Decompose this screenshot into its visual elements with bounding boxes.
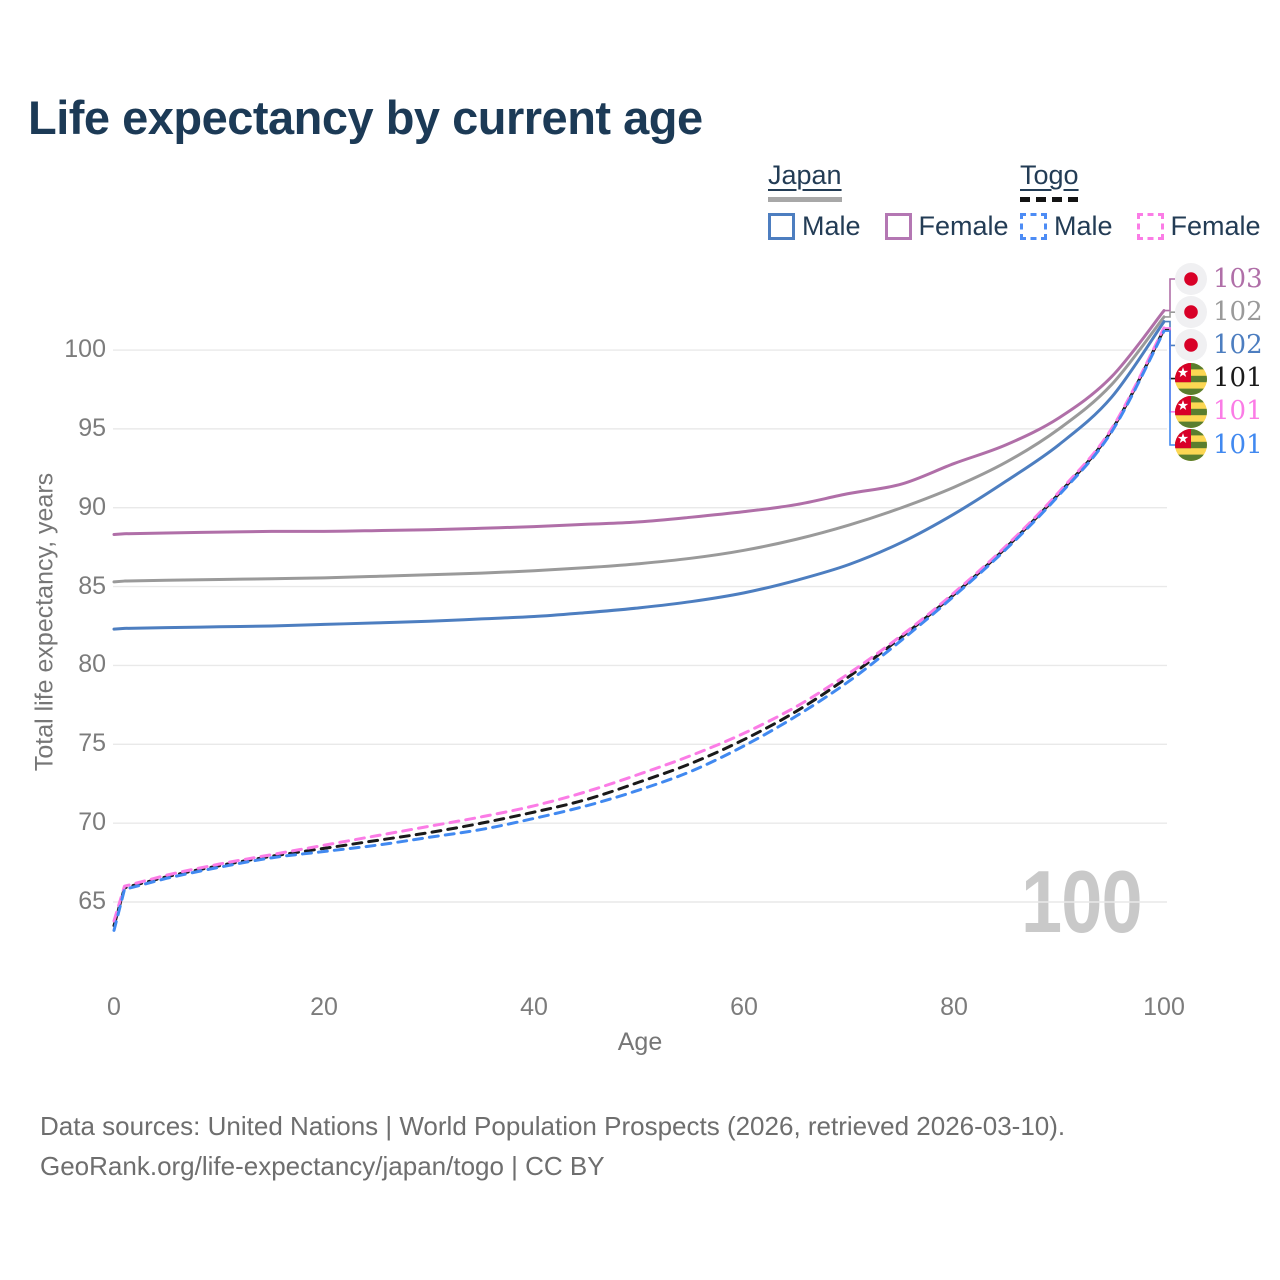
series-line-togo-both-sexes (112, 328, 1166, 928)
japan-male-swatch-icon[interactable] (768, 213, 795, 240)
japan-female-swatch-icon[interactable] (884, 213, 912, 240)
x-tick-label-100: 100 (1143, 993, 1185, 1021)
x-tick-label-20: 20 (310, 993, 338, 1021)
legend-country-togo[interactable]: Togo (1020, 160, 1079, 202)
japan-flag-icon (1175, 263, 1207, 295)
age-counter-watermark: 100 (1021, 852, 1143, 951)
y-tick-label-80: 80 (78, 650, 106, 679)
end-label-row-japan-both-sexes: 102 (1175, 296, 1263, 329)
footer: Data sources: United Nations | World Pop… (40, 1106, 1065, 1186)
leader-line-japan-male (1164, 320, 1175, 347)
end-label-row-japan-male: 102 (1175, 329, 1263, 362)
y-tick-label-70: 70 (78, 808, 106, 837)
end-value-togo-both-sexes: 101 (1213, 363, 1263, 394)
legend-country-japan[interactable]: Japan (768, 160, 842, 202)
end-label-row-togo-both-sexes: 101 (1175, 362, 1263, 395)
legend-items-togo: Male Female (1020, 211, 1280, 242)
end-value-togo-male: 101 (1213, 429, 1263, 460)
japan-flag-icon (1175, 296, 1207, 329)
togo-flag-icon (1175, 395, 1207, 428)
leader-line-togo-male (1164, 330, 1175, 446)
legend-item-japan-male-label: Male (802, 211, 861, 241)
y-tick-label-95: 95 (78, 413, 106, 442)
x-tick-label-80: 80 (940, 993, 968, 1021)
leader-line-japan-both-sexes (1164, 311, 1175, 318)
end-value-japan-both-sexes: 102 (1213, 296, 1263, 327)
legend-items-japan: Male Female (768, 211, 1033, 242)
y-tick-label-75: 75 (78, 729, 106, 758)
footer-data-sources: Data sources: United Nations | World Pop… (40, 1111, 1066, 1141)
x-axis-title: Age (617, 1028, 663, 1056)
x-tick-label-40: 40 (520, 993, 548, 1021)
legend-item-togo-male[interactable]: Male (1020, 211, 1113, 242)
leader-line-togo-female (1164, 327, 1175, 413)
togo-male-swatch-icon[interactable] (1020, 213, 1047, 240)
japan-line-style-swatch (768, 197, 842, 202)
legend-item-japan-female[interactable]: Female (884, 211, 1009, 242)
y-axis-title: Total life expectancy, years (30, 472, 59, 772)
japan-flag-icon (1175, 329, 1207, 362)
togo-flag-icon (1175, 362, 1207, 395)
series-line-togo-male (112, 329, 1166, 932)
legend-country-japan-label[interactable]: Japan (768, 160, 842, 190)
end-label-row-japan-female: 103 (1175, 263, 1263, 296)
legend-item-togo-female-label: Female (1170, 211, 1261, 241)
end-label-row-togo-male: 101 (1175, 429, 1263, 462)
y-tick-label-65: 65 (78, 887, 106, 915)
togo-female-swatch-icon[interactable] (1136, 213, 1164, 240)
leader-line-japan-female (1164, 278, 1175, 312)
x-tick-label-0: 0 (107, 993, 121, 1021)
legend-item-togo-female[interactable]: Female (1136, 211, 1261, 242)
legend-group-japan: Japan Male Female (768, 160, 1033, 242)
series-line-japan-female (112, 309, 1166, 537)
legend-item-togo-male-label: Male (1054, 211, 1113, 241)
togo-flag-icon (1175, 429, 1207, 461)
legend-item-japan-male[interactable]: Male (768, 211, 861, 242)
footer-attribution: GeoRank.org/life-expectancy/japan/togo |… (40, 1151, 605, 1181)
end-value-togo-female: 101 (1213, 396, 1263, 427)
end-value-japan-male: 102 (1213, 329, 1263, 360)
end-label-row-togo-female: 101 (1175, 395, 1263, 428)
legend-country-togo-label[interactable]: Togo (1020, 160, 1079, 190)
series-line-japan-both-sexes (112, 315, 1166, 584)
series-line-togo-female (112, 326, 1166, 923)
series-line-japan-male (112, 320, 1166, 631)
legend-item-japan-female-label: Female (918, 211, 1009, 241)
legend-group-togo: Togo Male Female (1020, 160, 1280, 242)
leader-line-togo-both-sexes (1164, 328, 1175, 380)
togo-line-style-swatch (1020, 197, 1079, 202)
x-tick-label-60: 60 (730, 993, 758, 1021)
page-title: Life expectancy by current age (28, 91, 703, 144)
y-tick-label-90: 90 (78, 492, 106, 521)
y-tick-label-100: 100 (64, 335, 106, 363)
y-tick-label-85: 85 (78, 571, 106, 600)
end-value-japan-female: 103 (1213, 263, 1263, 294)
